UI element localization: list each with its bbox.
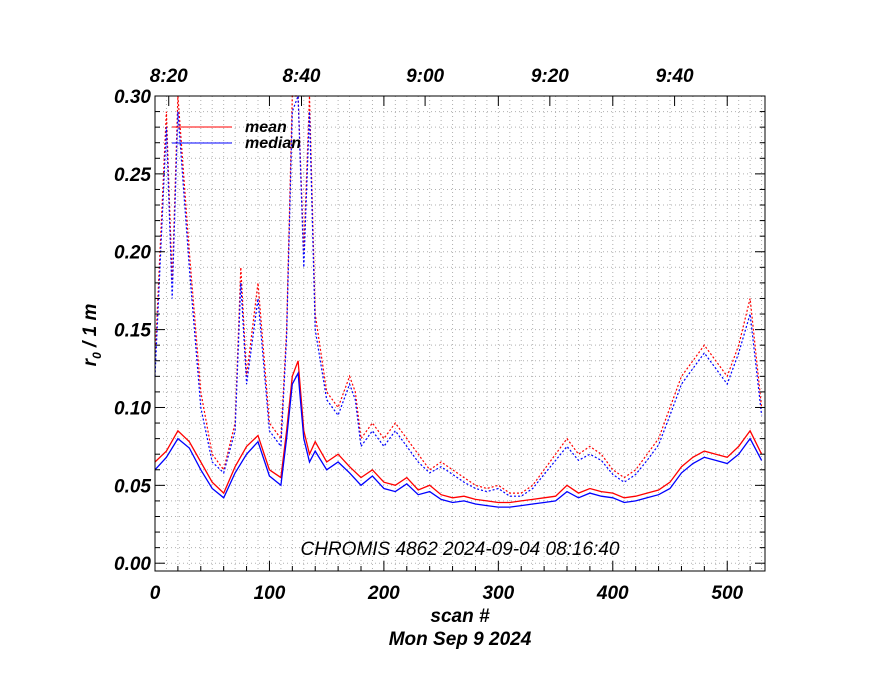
x-tick-label: 300 xyxy=(482,583,514,604)
top-time-label: 8:40 xyxy=(282,66,320,87)
x-tick-label: 0 xyxy=(150,583,161,604)
x-tick-label: 400 xyxy=(596,583,629,604)
legend-median-label: median xyxy=(245,135,301,152)
y-tick-label: 0.10 xyxy=(114,398,151,419)
y-tick-label: 0.15 xyxy=(114,321,151,342)
y-axis-title: r0 / 1 m xyxy=(80,304,104,367)
dataset-annotation: CHROMIS 4862 2024-09-04 08:16:40 xyxy=(301,539,620,560)
y-tick-label: 0.00 xyxy=(114,554,151,575)
top-time-label: 9:40 xyxy=(656,66,694,87)
y-tick-label: 0.30 xyxy=(114,87,151,108)
date-label: Mon Sep 9 2024 xyxy=(389,629,532,650)
y-tick-label: 0.20 xyxy=(114,243,151,264)
y-axis-title-suffix: / 1 m xyxy=(80,304,101,353)
legend: mean median xyxy=(172,119,301,152)
top-time-label: 8:20 xyxy=(150,66,188,87)
plot-frame xyxy=(154,95,766,572)
axis-ticks xyxy=(154,95,765,571)
grid xyxy=(155,95,765,571)
x-tick-label: 500 xyxy=(711,583,743,604)
axis-tick-labels: 0 100 200 300 400 500 0.00 0.05 0.10 0.15 0.20 0.25… xyxy=(114,66,743,604)
series-line-0 xyxy=(154,360,763,504)
x-axis-title: scan # xyxy=(430,606,490,627)
y-axis-title-subscript: 0 xyxy=(90,352,104,359)
y-tick-label: 0.05 xyxy=(114,476,151,497)
top-time-label: 9:00 xyxy=(406,66,444,87)
series-line-1 xyxy=(154,370,763,508)
series-line-2 xyxy=(154,95,763,494)
y-tick-label: 0.25 xyxy=(114,165,151,186)
top-time-label: 9:20 xyxy=(531,66,569,87)
legend-mean-label: mean xyxy=(245,119,287,136)
series-group xyxy=(154,95,763,508)
x-tick-label: 100 xyxy=(254,583,286,604)
series-line-3 xyxy=(154,95,763,497)
x-tick-label: 200 xyxy=(367,583,400,604)
y-axis-title-main: r xyxy=(80,357,101,366)
